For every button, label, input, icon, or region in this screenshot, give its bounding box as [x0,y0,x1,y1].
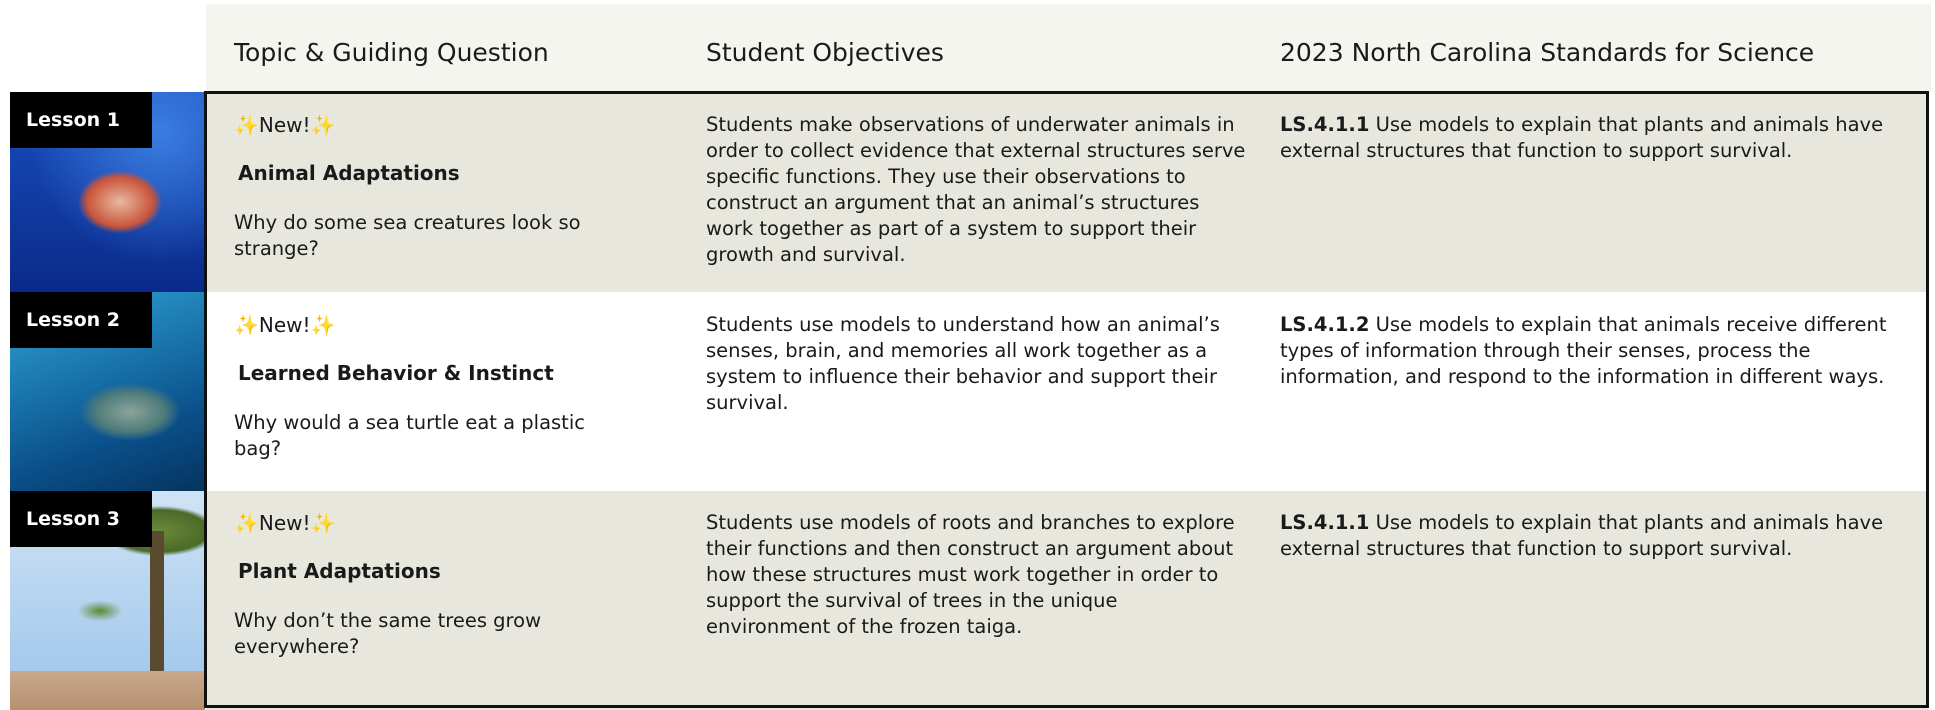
row-bg [206,292,1928,491]
column-header: Topic & Guiding Question [234,38,549,67]
objectives: Students use models to understand how an… [706,313,1220,414]
standard-text: Use models to explain that animals recei… [1280,313,1887,388]
standard-code: LS.4.1.1 [1280,113,1370,136]
column-header: Student Objectives [706,38,944,67]
table-border [204,91,1929,708]
standard-cell: LS.4.1.1 Use models to explain that plan… [1280,510,1920,562]
standard-cell: LS.4.1.1 Use models to explain that plan… [1280,112,1920,164]
guiding-question: Why would a sea turtle eat a plastic bag… [234,411,585,460]
lesson-image: Lesson 1 [10,92,205,292]
topic-cell: ✨New!✨ Plant Adaptations Why don’t the sam… [234,510,634,660]
guiding-question: Why don’t the same trees grow everywhere… [234,609,542,658]
lesson-label: Lesson 2 [10,292,152,348]
row-bg [206,491,1928,710]
objectives: Students use models of roots and branche… [706,511,1235,638]
lesson-label: Lesson 3 [10,491,152,547]
topic-cell: ✨New!✨ Learned Behavior & Instinct Why wou… [234,312,634,462]
topic-cell: ✨New!✨ Animal Adaptations Why do some sea … [234,112,634,262]
new-tag: ✨New!✨ [234,113,336,137]
lesson-image: Lesson 3 [10,491,205,710]
objectives: Students make observations of underwater… [706,113,1246,266]
row-bg [206,92,1928,292]
standard-code: LS.4.1.1 [1280,511,1370,534]
standard-cell: LS.4.1.2 Use models to explain that anim… [1280,312,1920,390]
new-tag: ✨New!✨ [234,313,336,337]
lesson-title: Learned Behavior & Instinct [238,361,554,385]
lesson-title: Animal Adaptations [238,161,460,185]
standard-code: LS.4.1.2 [1280,313,1370,336]
header-row: Topic & Guiding Question Student Objecti… [206,4,1931,92]
standard-text: Use models to explain that plants and an… [1280,113,1884,162]
lesson-image: Lesson 2 [10,292,205,491]
guiding-question: Why do some sea creatures look so strang… [234,211,581,260]
column-header: 2023 North Carolina Standards for Scienc… [1280,38,1815,67]
new-tag: ✨New!✨ [234,511,336,535]
lesson-label: Lesson 1 [10,92,152,148]
standard-text: Use models to explain that plants and an… [1280,511,1884,560]
lesson-title: Plant Adaptations [238,559,441,583]
